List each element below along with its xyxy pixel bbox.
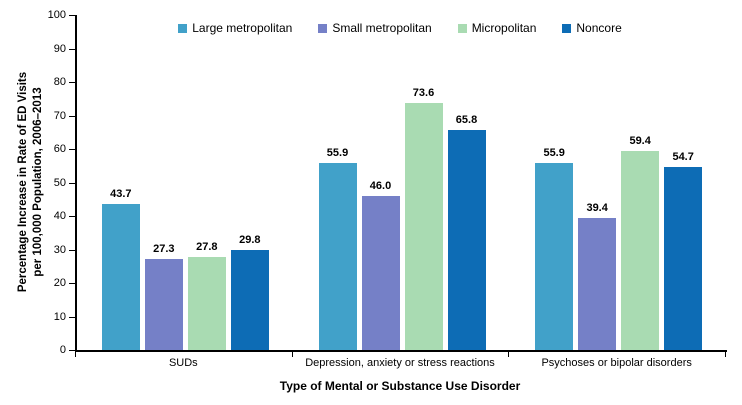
category-label: Psychoses or bipolar disorders [541, 357, 692, 369]
y-tick-mark [69, 15, 75, 16]
legend-item: Large metropolitan [178, 22, 292, 35]
y-tick-mark [69, 149, 75, 150]
bar-value-label: 43.7 [110, 187, 132, 200]
bar-value-label: 59.4 [629, 135, 651, 148]
bar-value-label: 46.0 [369, 179, 392, 192]
y-tick-mark [69, 82, 75, 83]
y-tick-mark [69, 249, 75, 251]
plot-area: 43.7 27.3 27.8 29.8 55.9 46.0 73.6 65.8 55.9 39.4… [75, 15, 727, 352]
legend-label: Small metropolitan [332, 21, 432, 35]
bar: 39.4 [578, 202, 617, 350]
bar-value-label: 27.8 [196, 240, 218, 253]
y-tick-label: 0 [59, 344, 66, 356]
bar-value-label: 55.9 [543, 146, 565, 159]
y-tick-mark [69, 48, 75, 50]
bar: 54.7 [664, 151, 703, 350]
bar-group: 55.9 46.0 73.6 65.8 [318, 87, 486, 350]
bar-value-label: 27.3 [153, 242, 175, 255]
x-tick-mark [292, 352, 293, 357]
legend-swatch-icon [562, 24, 572, 33]
y-tick-mark [69, 350, 75, 351]
legend-swatch-icon [318, 24, 328, 33]
bar: 29.8 [230, 234, 269, 350]
legend-item: Small metropolitan [318, 21, 432, 35]
y-tick-mark [69, 115, 75, 117]
category-label: SUDs [168, 357, 198, 369]
y-tick-mark [69, 216, 75, 217]
bar: 73.6 [404, 87, 443, 350]
legend-item: Micropolitan [457, 21, 537, 35]
y-tick-label: 100 [47, 9, 66, 21]
legend-label: Micropolitan [471, 21, 537, 35]
y-tick-mark [69, 182, 75, 184]
bar: 59.4 [621, 135, 660, 350]
legend-label: Noncore [576, 21, 622, 35]
y-tick-label: 60 [53, 143, 66, 155]
bar-value-label: 65.8 [455, 113, 478, 126]
bar-group: 55.9 39.4 59.4 54.7 [535, 135, 703, 350]
legend-swatch-icon [178, 24, 188, 33]
legend-swatch-icon [457, 24, 467, 33]
y-tick-label: 70 [53, 109, 66, 122]
bar: 55.9 [535, 147, 574, 350]
bar-value-label: 73.6 [412, 87, 435, 100]
category-label: Depression, anxiety or stress reactions [305, 357, 495, 369]
bar-value-label: 54.7 [672, 150, 694, 163]
bar: 55.9 [318, 147, 357, 350]
bar: 65.8 [447, 114, 486, 350]
x-axis-title: Type of Mental or Substance Use Disorder [279, 379, 521, 393]
legend: Large metropolitan Small metropolitan Micr… [75, 22, 725, 35]
bar-value-label: 39.4 [586, 202, 608, 215]
y-tick-label: 30 [53, 243, 66, 256]
bar: 46.0 [361, 180, 400, 350]
x-tick-mark [508, 352, 509, 357]
y-tick-label: 10 [53, 310, 66, 323]
bar: 27.8 [187, 241, 226, 350]
y-tick-label: 20 [53, 277, 66, 289]
y-tick-label: 90 [53, 42, 66, 55]
x-tick-mark [75, 352, 76, 357]
y-tick-mark [69, 316, 75, 318]
bar: 27.3 [144, 243, 183, 350]
bar: 43.7 [101, 188, 140, 350]
legend-item: Noncore [562, 21, 622, 35]
bar-group: 43.7 27.3 27.8 29.8 [101, 188, 269, 350]
y-tick-label: 80 [53, 76, 66, 88]
x-tick-mark [725, 352, 726, 357]
y-tick-label: 40 [53, 210, 66, 222]
y-tick-mark [69, 283, 75, 284]
legend-label: Large metropolitan [192, 21, 293, 35]
y-tick-label: 50 [53, 176, 66, 189]
bar-value-label: 55.9 [326, 146, 349, 159]
bar-value-label: 29.8 [239, 234, 261, 247]
